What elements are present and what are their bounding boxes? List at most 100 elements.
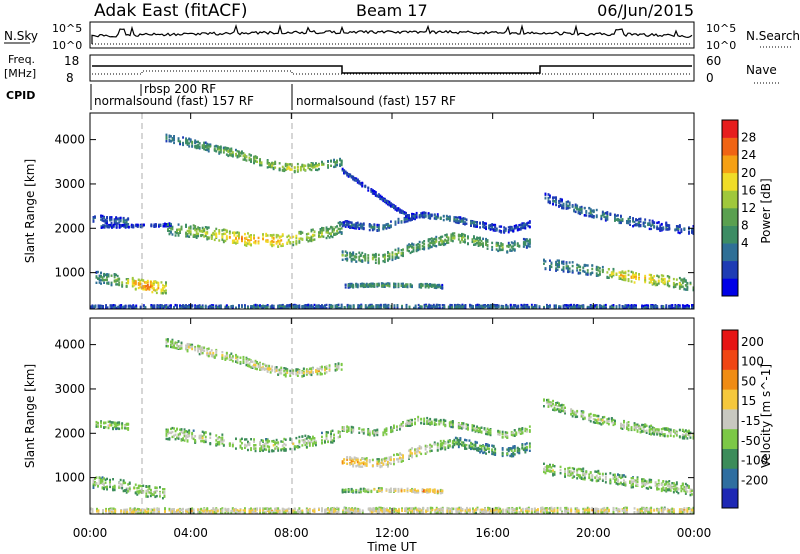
power-cell (549, 194, 551, 197)
power-cell (497, 249, 500, 253)
power-cell (350, 226, 353, 229)
freq-tick-bottom: 8 (66, 71, 74, 85)
power-cell (174, 303, 177, 307)
power-cell (430, 241, 433, 245)
power-cell (388, 253, 391, 256)
power-cell (568, 304, 571, 307)
power-cell (654, 283, 657, 286)
power-cell (559, 204, 562, 207)
power-cell (367, 259, 370, 262)
power-cell (274, 166, 277, 169)
power-cell (666, 284, 669, 287)
power-cell (406, 214, 409, 217)
power-cell (283, 169, 286, 172)
power-cell (500, 242, 503, 245)
power-cell (115, 216, 118, 220)
power-cell (159, 304, 162, 307)
power-cell (490, 304, 493, 307)
power-cell (481, 306, 483, 309)
power-cell (528, 245, 531, 248)
power-cell (688, 307, 690, 309)
power-cell (432, 244, 435, 247)
power-cell (268, 163, 271, 166)
power-cell (677, 227, 680, 230)
power-cell (321, 307, 323, 309)
power-cell (405, 220, 407, 223)
velocity-cell (140, 485, 143, 488)
power-cell (186, 139, 189, 142)
velocity-cell (121, 424, 124, 427)
power-cell (595, 272, 598, 275)
power-cell (479, 222, 481, 225)
power-cell (271, 165, 274, 168)
power-cell (355, 179, 358, 182)
power-cell (580, 211, 583, 214)
power-cell (559, 200, 562, 203)
power-cell (621, 278, 624, 281)
power-cell (287, 163, 290, 166)
velocity-cell (191, 435, 194, 438)
power-cell (368, 223, 371, 226)
power-cell (194, 141, 197, 144)
power-cell (277, 305, 280, 308)
power-cell (192, 233, 195, 237)
power-cell (286, 163, 289, 166)
power-cell (675, 228, 678, 231)
power-cell (443, 306, 446, 309)
velocity-cell (192, 429, 195, 432)
power-cell (310, 238, 313, 241)
power-cell (349, 226, 352, 229)
power-cell (448, 217, 451, 221)
power-cell (341, 254, 344, 257)
power-cell (567, 307, 570, 309)
velocity-cell (136, 493, 139, 496)
power-cell (307, 303, 310, 307)
power-cell (441, 240, 444, 244)
power-cell (362, 284, 365, 288)
velocity-cell (194, 435, 197, 438)
power-cell (278, 162, 281, 165)
cpid-segment-rbsp: rbsp 200 RF (144, 82, 216, 96)
power-cell (644, 276, 647, 279)
power-cell (168, 232, 171, 236)
power-cell (364, 283, 367, 287)
power-cell (281, 168, 284, 172)
power-cell (334, 226, 337, 229)
power-cell (683, 277, 686, 280)
power-cell (473, 236, 475, 239)
velocity-cell (139, 490, 142, 494)
power-cell (230, 149, 233, 152)
power-cell (353, 177, 356, 180)
power-cell (482, 225, 484, 229)
power-cell (482, 237, 484, 240)
power-cell (522, 245, 525, 248)
power-cell (432, 303, 435, 307)
power-cell (556, 268, 559, 271)
power-cell (131, 279, 134, 282)
power-cell (292, 243, 295, 247)
power-cell (421, 283, 424, 286)
nsky-label: N.Sky (4, 29, 38, 43)
power-cell (254, 242, 257, 245)
power-cell (295, 243, 298, 246)
power-cell (672, 283, 675, 287)
velocity-cell (122, 489, 125, 493)
power-cell (564, 307, 566, 309)
power-cell (397, 207, 400, 210)
velocity-cell (221, 440, 224, 443)
power-cell (340, 306, 343, 309)
power-cell (380, 195, 383, 199)
power-cell (370, 306, 373, 309)
power-cell (341, 169, 344, 172)
power-cell (293, 305, 296, 308)
power-cell (113, 221, 116, 224)
power-cell (379, 194, 382, 197)
power-cell (486, 239, 489, 243)
velocity-cell (127, 422, 130, 426)
power-cell (218, 229, 221, 232)
power-cell (626, 304, 628, 308)
power-cell (433, 283, 436, 286)
power-cell (215, 150, 218, 153)
power-cell (397, 218, 400, 221)
power-cell (347, 225, 350, 229)
